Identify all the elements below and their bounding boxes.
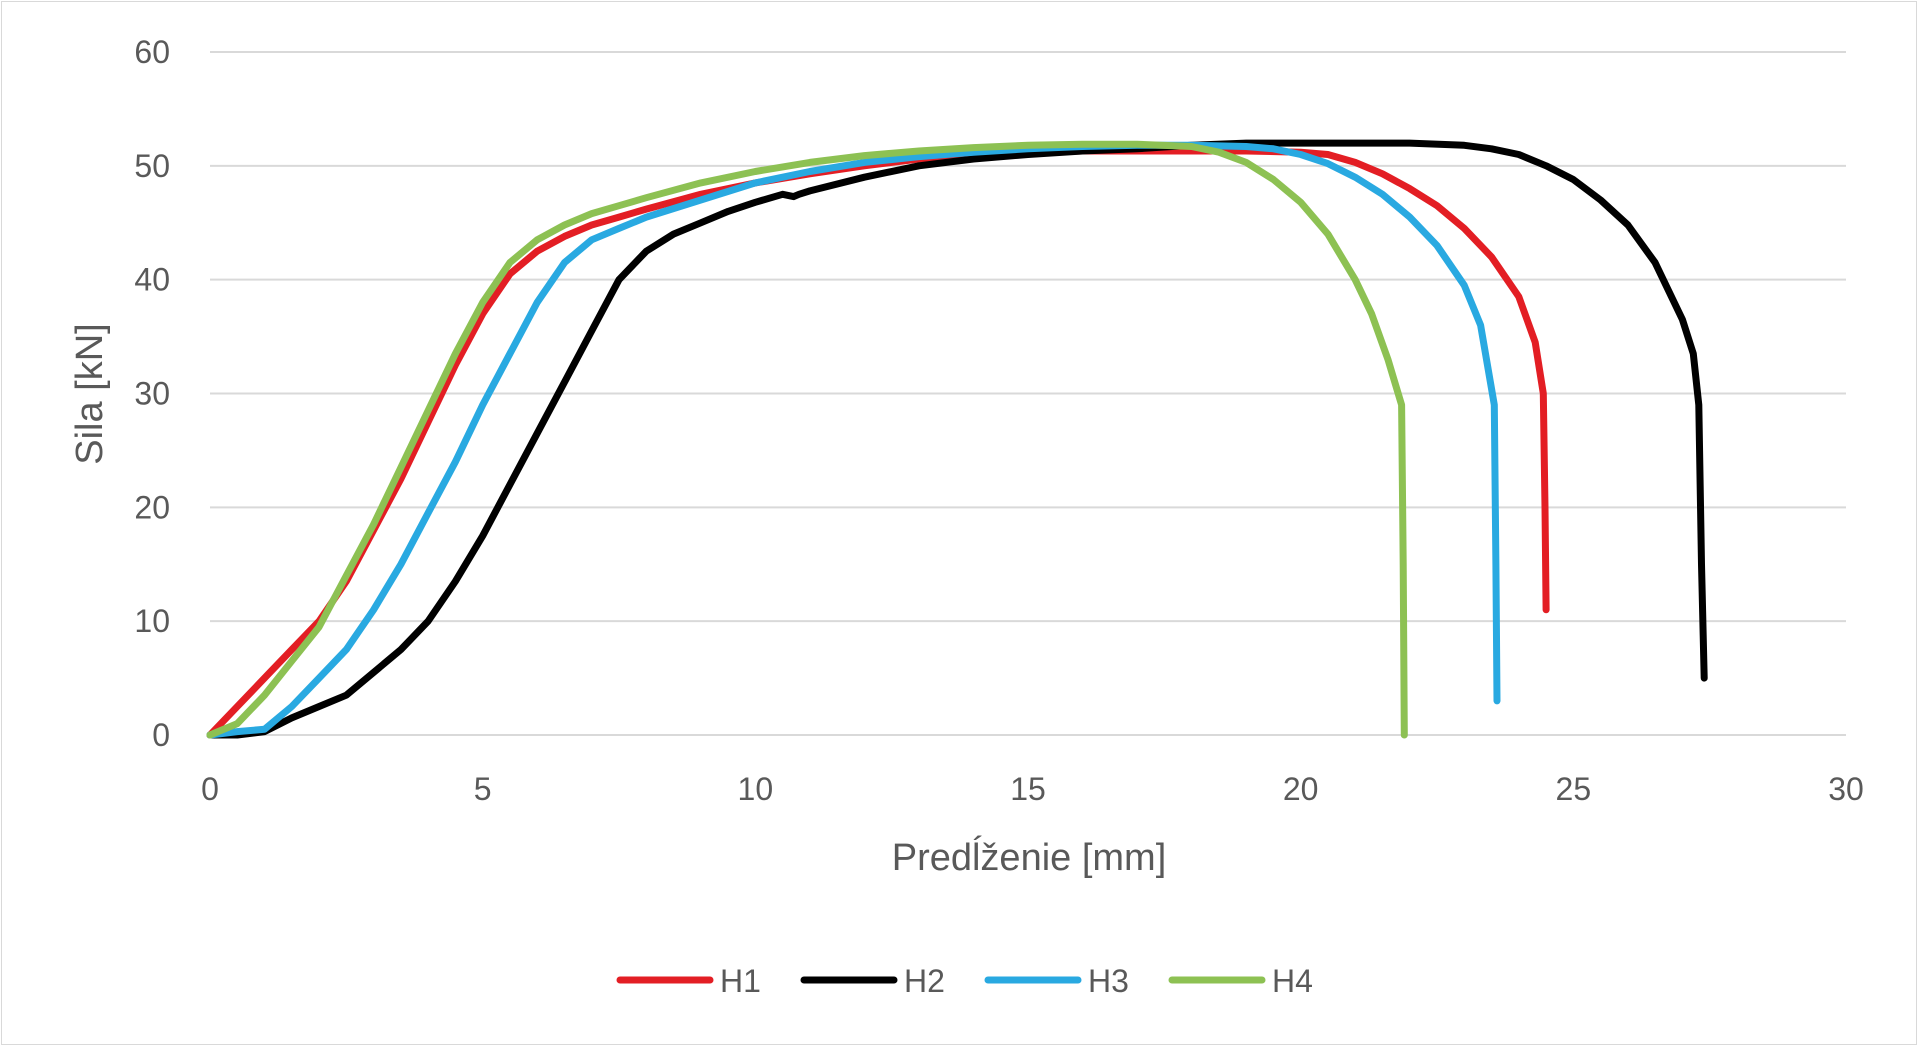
legend-label-h1: H1 [720, 963, 761, 999]
y-tick-label: 50 [134, 148, 170, 184]
x-tick-label: 25 [1556, 771, 1592, 807]
legend-label-h4: H4 [1272, 963, 1313, 999]
legend: H1 H2 H3 H4 [616, 963, 1313, 999]
x-tick-label: 15 [1010, 771, 1046, 807]
series-line-h2 [206, 139, 1708, 739]
y-tick-label: 10 [134, 603, 170, 639]
x-axis-title: Predĺženie [mm] [892, 834, 1167, 879]
gridlines [210, 51, 1846, 736]
x-tick-label: 10 [738, 771, 774, 807]
x-tick-label: 0 [201, 771, 219, 807]
x-tick-label: 30 [1828, 771, 1864, 807]
y-tick-label: 0 [152, 717, 170, 753]
y-tick-label: 20 [134, 489, 170, 525]
x-tick-label: 5 [474, 771, 492, 807]
series-line-h3 [206, 141, 1501, 739]
y-axis-ticks: 0 10 20 30 40 50 60 [134, 34, 170, 753]
series-lines [206, 139, 1708, 739]
series-line-h4 [206, 140, 1408, 739]
y-tick-label: 60 [134, 34, 170, 70]
y-axis-title: Sila [kN] [69, 323, 111, 464]
x-axis-ticks: 0 5 10 15 20 25 30 [201, 771, 1864, 807]
legend-label-h3: H3 [1088, 963, 1129, 999]
legend-label-h2: H2 [904, 963, 945, 999]
y-tick-label: 40 [134, 262, 170, 298]
x-tick-label: 20 [1283, 771, 1319, 807]
y-tick-label: 30 [134, 376, 170, 412]
